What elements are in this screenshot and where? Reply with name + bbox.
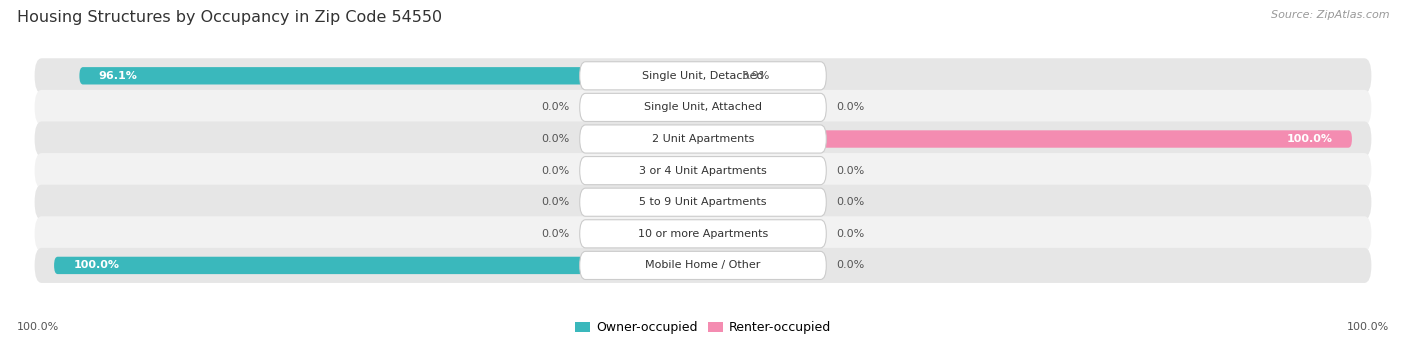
- Text: 0.0%: 0.0%: [837, 102, 865, 113]
- FancyBboxPatch shape: [35, 58, 1371, 93]
- Text: Housing Structures by Occupancy in Zip Code 54550: Housing Structures by Occupancy in Zip C…: [17, 10, 441, 25]
- FancyBboxPatch shape: [53, 257, 703, 274]
- Text: Source: ZipAtlas.com: Source: ZipAtlas.com: [1271, 10, 1389, 20]
- Text: 0.0%: 0.0%: [541, 166, 569, 175]
- Text: 96.1%: 96.1%: [98, 71, 138, 81]
- Text: 100.0%: 100.0%: [17, 322, 59, 332]
- FancyBboxPatch shape: [579, 93, 827, 121]
- Text: 3.9%: 3.9%: [741, 71, 769, 81]
- Text: Single Unit, Detached: Single Unit, Detached: [643, 71, 763, 81]
- Text: 0.0%: 0.0%: [541, 229, 569, 239]
- Text: 0.0%: 0.0%: [837, 260, 865, 271]
- Text: 10 or more Apartments: 10 or more Apartments: [638, 229, 768, 239]
- FancyBboxPatch shape: [35, 90, 1371, 125]
- FancyBboxPatch shape: [35, 216, 1371, 251]
- FancyBboxPatch shape: [579, 251, 827, 279]
- FancyBboxPatch shape: [35, 121, 1371, 157]
- FancyBboxPatch shape: [703, 67, 728, 84]
- FancyBboxPatch shape: [35, 248, 1371, 283]
- Text: 100.0%: 100.0%: [73, 260, 120, 271]
- Text: 0.0%: 0.0%: [837, 197, 865, 207]
- Text: 100.0%: 100.0%: [1347, 322, 1389, 332]
- FancyBboxPatch shape: [579, 62, 827, 90]
- Text: 0.0%: 0.0%: [541, 134, 569, 144]
- FancyBboxPatch shape: [579, 125, 827, 153]
- Legend: Owner-occupied, Renter-occupied: Owner-occupied, Renter-occupied: [569, 316, 837, 339]
- Text: 100.0%: 100.0%: [1286, 134, 1333, 144]
- Text: 0.0%: 0.0%: [541, 197, 569, 207]
- Text: Single Unit, Attached: Single Unit, Attached: [644, 102, 762, 113]
- FancyBboxPatch shape: [579, 220, 827, 248]
- FancyBboxPatch shape: [703, 130, 1353, 148]
- FancyBboxPatch shape: [35, 153, 1371, 188]
- Text: Mobile Home / Other: Mobile Home / Other: [645, 260, 761, 271]
- Text: 2 Unit Apartments: 2 Unit Apartments: [652, 134, 754, 144]
- Text: 5 to 9 Unit Apartments: 5 to 9 Unit Apartments: [640, 197, 766, 207]
- FancyBboxPatch shape: [579, 188, 827, 216]
- FancyBboxPatch shape: [79, 67, 703, 84]
- FancyBboxPatch shape: [35, 185, 1371, 220]
- FancyBboxPatch shape: [579, 157, 827, 185]
- Text: 0.0%: 0.0%: [837, 166, 865, 175]
- Text: 0.0%: 0.0%: [837, 229, 865, 239]
- Text: 3 or 4 Unit Apartments: 3 or 4 Unit Apartments: [640, 166, 766, 175]
- Text: 0.0%: 0.0%: [541, 102, 569, 113]
